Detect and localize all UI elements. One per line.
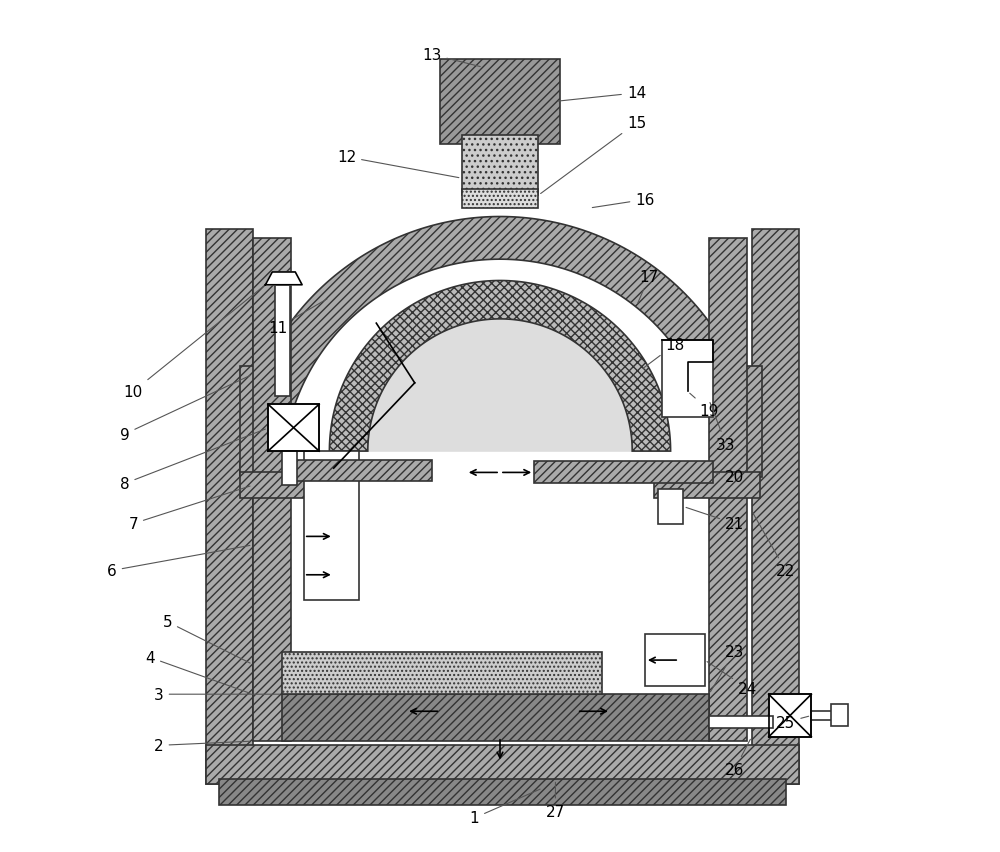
Bar (658, 490, 683, 524)
Bar (462, 136, 538, 196)
Text: 12: 12 (337, 150, 459, 178)
Text: 20: 20 (716, 469, 744, 485)
Text: 4: 4 (145, 650, 250, 694)
Bar (240, 473, 351, 498)
Bar (645, 635, 705, 686)
Text: 22: 22 (753, 514, 795, 579)
Bar (662, 341, 713, 417)
Polygon shape (265, 273, 302, 285)
Bar (831, 705, 848, 726)
Bar (534, 462, 713, 483)
Text: 7: 7 (128, 486, 250, 532)
Bar (709, 716, 773, 728)
Text: 6: 6 (107, 546, 250, 579)
Text: 13: 13 (422, 48, 480, 67)
Bar (752, 230, 799, 784)
PathPatch shape (240, 217, 760, 477)
Bar (240, 366, 284, 477)
Bar (718, 366, 762, 477)
Bar (709, 239, 747, 741)
Bar (769, 694, 811, 737)
Text: 5: 5 (163, 614, 250, 664)
Bar (440, 60, 560, 145)
Text: 8: 8 (120, 429, 265, 492)
Text: 16: 16 (592, 193, 655, 209)
Bar (206, 746, 799, 784)
Bar (275, 285, 290, 396)
Text: 10: 10 (124, 287, 263, 400)
Text: 26: 26 (725, 740, 750, 777)
Bar (282, 452, 297, 486)
Text: 27: 27 (546, 782, 565, 819)
Text: 1: 1 (470, 789, 540, 826)
Text: 25: 25 (776, 715, 809, 730)
Bar (811, 711, 833, 720)
Text: 19: 19 (690, 394, 719, 418)
Bar (253, 239, 291, 741)
Bar (268, 405, 319, 452)
Bar (206, 230, 253, 784)
Text: 24: 24 (707, 662, 757, 696)
Bar (304, 452, 359, 601)
Polygon shape (368, 320, 632, 452)
Text: 2: 2 (154, 738, 250, 753)
Text: 15: 15 (541, 116, 646, 194)
Text: 21: 21 (686, 508, 744, 532)
Bar (654, 473, 760, 498)
Bar (287, 460, 432, 481)
Text: 33: 33 (710, 403, 736, 452)
Text: 14: 14 (558, 86, 646, 102)
Text: 23: 23 (710, 644, 744, 692)
Bar (282, 694, 709, 741)
Text: 18: 18 (643, 337, 684, 369)
PathPatch shape (329, 281, 671, 452)
Bar (282, 652, 602, 694)
Text: 17: 17 (638, 269, 659, 304)
Bar (219, 780, 786, 805)
Bar (462, 190, 538, 209)
Text: 3: 3 (154, 687, 280, 702)
Text: 9: 9 (120, 376, 250, 442)
Text: 11: 11 (269, 300, 327, 336)
